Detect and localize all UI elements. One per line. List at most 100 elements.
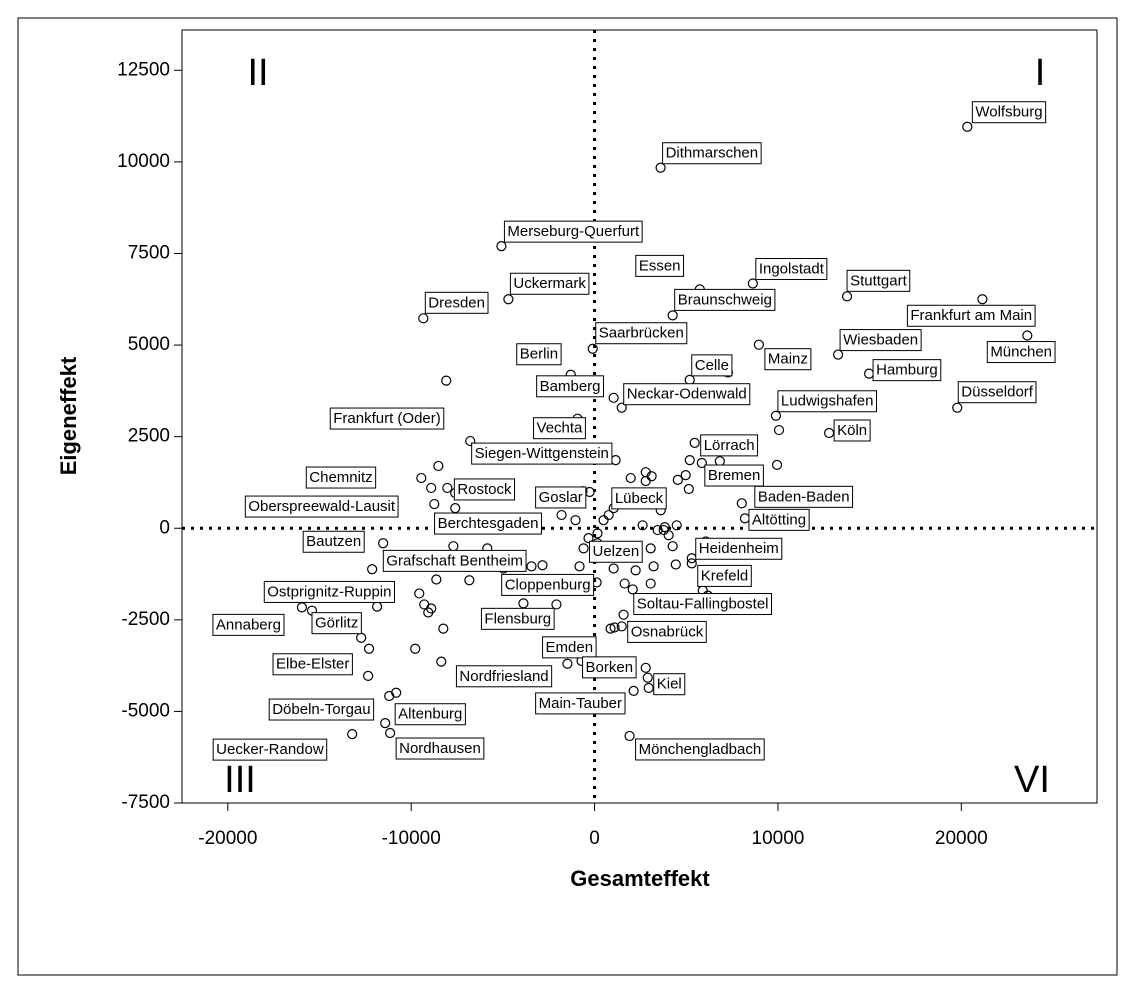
label-box — [395, 737, 485, 760]
point-label: Braunschweig — [678, 291, 772, 308]
point — [363, 643, 375, 654]
point-label: Goslar — [539, 489, 583, 506]
label-box — [471, 442, 613, 465]
y-tick-label: 2500 — [128, 426, 170, 447]
point-label: Siegen-Wittgenstein — [475, 445, 609, 462]
point — [663, 530, 674, 541]
x-tick-label: 10000 — [752, 828, 805, 849]
point-label: Elbe-Elster — [276, 656, 349, 673]
label-box — [424, 291, 489, 314]
point — [605, 623, 616, 634]
point-label: Mönchengladbach — [639, 741, 762, 758]
x-tick-label: 20000 — [935, 828, 988, 849]
point — [436, 656, 447, 667]
point-label: Heidenheim — [699, 540, 779, 557]
point — [652, 524, 663, 536]
point-label: München — [990, 344, 1052, 361]
point — [637, 520, 648, 531]
point — [747, 278, 758, 289]
point — [770, 410, 782, 421]
label-box — [653, 673, 686, 696]
label-box — [755, 258, 828, 281]
point — [671, 520, 682, 531]
y-tick-label: -5000 — [121, 700, 170, 721]
point — [630, 565, 641, 576]
point — [686, 558, 697, 569]
label-box — [906, 304, 1036, 327]
point-label: Berchtesgaden — [438, 515, 539, 532]
label-box — [704, 464, 764, 487]
label-box — [986, 341, 1056, 364]
point — [570, 515, 581, 526]
point — [670, 559, 681, 570]
point — [431, 574, 442, 585]
point — [608, 563, 619, 574]
label-box — [503, 220, 643, 243]
point — [616, 621, 627, 632]
point — [952, 402, 963, 413]
label-box — [244, 495, 399, 518]
point-label: Annaberg — [216, 616, 281, 633]
point — [962, 121, 973, 132]
point-label: Görlitz — [315, 615, 358, 632]
point — [616, 402, 627, 413]
x-tick-label: -10000 — [382, 828, 441, 849]
point — [562, 658, 573, 669]
label-box — [455, 665, 553, 688]
point — [578, 543, 589, 554]
point-label: Stuttgart — [850, 272, 908, 289]
point-label: Nordfriesland — [459, 668, 548, 685]
point-label: Neckar-Odenwald — [627, 386, 747, 403]
point-label: Berlin — [520, 346, 558, 363]
point — [609, 622, 620, 633]
point-label: Dresden — [428, 294, 485, 311]
point-label: Uecker-Randow — [216, 741, 324, 758]
label-box — [542, 636, 597, 659]
point-label: Mainz — [768, 351, 808, 368]
point-label: Kiel — [657, 676, 682, 693]
point — [672, 474, 683, 485]
point — [625, 472, 636, 484]
point — [624, 730, 635, 742]
point — [648, 561, 659, 572]
label-box — [535, 486, 587, 509]
label-box — [516, 343, 562, 366]
point-label: Main-Tauber — [539, 695, 622, 712]
point — [503, 294, 514, 305]
label-box — [302, 530, 365, 553]
point-label: Wolfsburg — [975, 104, 1042, 121]
point — [423, 607, 434, 618]
label-box — [311, 612, 362, 635]
point-label: Rostock — [457, 481, 512, 498]
label-box — [305, 466, 377, 489]
point — [608, 392, 619, 403]
label-box — [272, 653, 353, 676]
point — [416, 472, 427, 484]
y-tick-label: 0 — [159, 517, 170, 538]
x-tick-label: 0 — [589, 828, 600, 849]
label-box — [509, 272, 590, 295]
label-box — [382, 549, 527, 572]
point — [736, 498, 747, 509]
y-tick-label: -2500 — [121, 609, 170, 630]
point — [645, 578, 656, 589]
point — [537, 560, 548, 571]
point — [696, 457, 707, 469]
point — [627, 584, 638, 595]
label-box — [501, 573, 595, 596]
label-box — [635, 254, 685, 277]
point — [642, 672, 653, 683]
label-box — [582, 656, 637, 679]
quadrant-label: II — [247, 52, 268, 94]
label-box — [589, 540, 643, 563]
point-label: Uckermark — [513, 275, 586, 292]
point-label: Borken — [586, 659, 634, 676]
x-tick-label: -20000 — [198, 828, 257, 849]
point-label: Hamburg — [876, 362, 938, 379]
quadrant-label: III — [224, 759, 256, 801]
point — [526, 561, 537, 572]
point — [771, 459, 783, 470]
label-box — [695, 537, 783, 560]
point-label: Bamberg — [540, 378, 601, 395]
point — [441, 375, 452, 386]
